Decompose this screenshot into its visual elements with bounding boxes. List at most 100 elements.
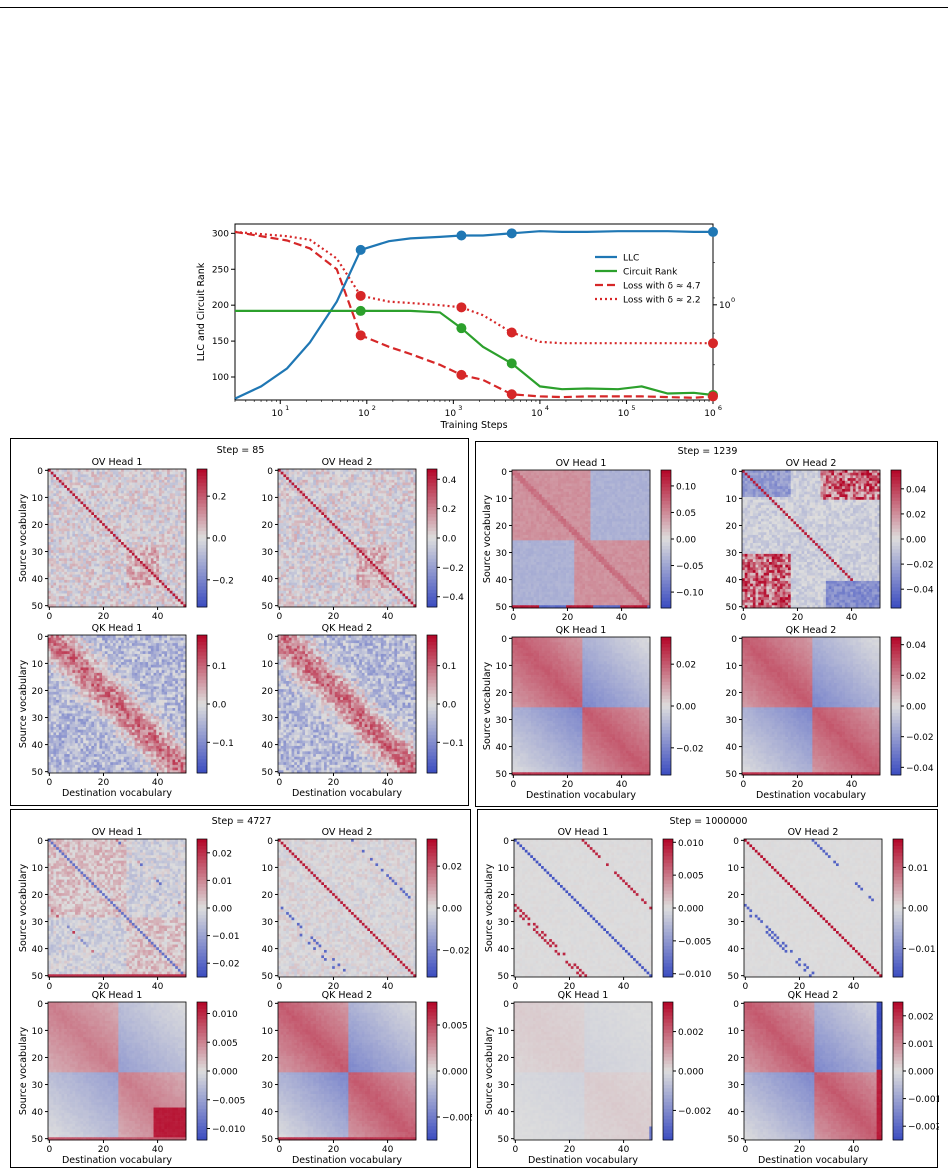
heatmap-y-tick-label: 30 — [32, 714, 44, 724]
heatmap-y-tick-label: 40 — [498, 945, 510, 955]
colorbar-segment — [663, 966, 673, 971]
heatmap-y-tick-label: 40 — [496, 576, 508, 586]
heatmap-ov-head-1 — [514, 839, 653, 978]
heatmap-title: QK Head 2 — [786, 625, 837, 636]
colorbar-segment — [663, 1026, 673, 1030]
heatmap-x-tick-label: 20 — [98, 982, 110, 992]
colorbar-segment — [663, 959, 673, 964]
colorbar-segment — [663, 1060, 673, 1065]
colorbar-segment — [427, 1002, 437, 1006]
marker-3 — [355, 290, 366, 301]
heatmap-x-tick-label: 40 — [616, 613, 628, 623]
colorbar-segment — [197, 641, 207, 646]
heatmap-frame — [277, 468, 417, 608]
heatmap-x-tick-label: 40 — [846, 780, 858, 790]
colorbar-segment — [427, 1015, 437, 1020]
marker-0 — [355, 244, 366, 255]
heatmap-qk-head-1 — [512, 637, 651, 776]
colorbar-segment — [891, 637, 901, 641]
heatmap-y-tick-label: 0 — [501, 468, 507, 478]
colorbar-segment — [427, 1102, 437, 1106]
colorbar-segment — [891, 563, 901, 567]
colorbar-segment — [427, 479, 437, 484]
colorbar-segment — [197, 745, 207, 750]
colorbar-segment — [661, 764, 671, 769]
heatmap-x-axis-label: Destination vocabulary — [528, 1155, 638, 1166]
heatmap-title: QK Head 1 — [558, 990, 609, 1001]
colorbar-segment — [893, 1081, 903, 1086]
colorbar-segment — [663, 956, 673, 961]
colorbar-segment — [893, 894, 903, 899]
colorbar-segment — [663, 873, 673, 878]
colorbar-segment — [891, 695, 901, 700]
colorbar-segment — [891, 709, 901, 714]
colorbar-segment — [427, 669, 437, 674]
heatmap-ov-head-2 — [742, 470, 881, 609]
colorbar-segment — [661, 521, 671, 526]
colorbar-segment — [661, 594, 671, 599]
colorbar-segment — [427, 645, 437, 650]
colorbar-tick-label: 0.02 — [906, 510, 926, 520]
colorbar-segment — [197, 1019, 207, 1024]
heatmap-y-tick-label: 20 — [496, 522, 508, 532]
heatmap-y-tick-label: 40 — [32, 575, 44, 585]
colorbar-segment — [427, 1098, 437, 1103]
heatmap-y-tick-label: 30 — [496, 549, 508, 559]
heatmap-x-tick-label: 40 — [618, 982, 630, 992]
colorbar-segment — [891, 681, 901, 686]
colorbar-segment — [891, 726, 901, 731]
heatmap-y-tick-label: 40 — [262, 945, 274, 955]
y2-tick-label: 10 — [719, 301, 731, 311]
heatmap-y-axis-label: Source vocabulary — [18, 1027, 29, 1116]
heatmap-x-tick-label: 40 — [616, 780, 628, 790]
colorbar-segment — [663, 1098, 673, 1103]
marker-2 — [708, 391, 718, 402]
colorbar-segment — [891, 657, 901, 662]
colorbar-segment — [427, 1077, 437, 1082]
colorbar-segment — [661, 494, 671, 498]
colorbar-segment — [427, 863, 437, 867]
colorbar-segment — [197, 534, 207, 539]
heatmap-qk-head-1 — [514, 1002, 653, 1141]
colorbar-segment — [891, 764, 901, 769]
colorbar-segment — [661, 566, 671, 571]
colorbar-segment — [893, 870, 903, 874]
marker-2 — [506, 389, 517, 400]
colorbar-segment — [427, 769, 437, 774]
colorbar-segment — [427, 572, 437, 577]
colorbar-segment — [197, 600, 207, 604]
colorbar-segment — [427, 752, 437, 757]
colorbar-segment — [427, 1115, 437, 1120]
colorbar-tick-label: 0.02 — [212, 849, 232, 859]
colorbar-segment — [197, 662, 207, 667]
heatmap-x-tick-label: 40 — [382, 778, 394, 788]
colorbar-segment — [427, 966, 437, 971]
colorbar-segment — [427, 472, 437, 477]
heatmap-x-tick-label: 40 — [382, 612, 394, 622]
colorbar-segment — [427, 901, 437, 905]
heatmap-y-tick-label: 50 — [262, 1135, 274, 1145]
colorbar-segment — [427, 842, 437, 847]
colorbar-segment — [197, 1105, 207, 1110]
colorbar-tick-label: 0.04 — [906, 485, 926, 495]
colorbar-segment — [661, 768, 671, 772]
colorbar-segment — [891, 542, 901, 547]
colorbar-segment — [663, 1112, 673, 1117]
heatmap-x-tick-label: 20 — [98, 612, 110, 622]
heatmap-y-tick-label: 30 — [498, 1081, 510, 1091]
heatmap-y-tick-label: 0 — [731, 468, 737, 478]
colorbar-segment — [663, 859, 673, 864]
colorbar-segment — [197, 1091, 207, 1096]
colorbar-segment — [197, 672, 207, 677]
colorbar-tick-label: 0.000 — [678, 1068, 704, 1078]
colorbar-segment — [197, 1122, 207, 1127]
heatmap-y-tick-label: 40 — [496, 743, 508, 753]
heatmap-y-tick-label: 40 — [262, 1108, 274, 1118]
panel-step-title: Step = 4727 — [212, 816, 272, 827]
colorbar-segment — [893, 852, 903, 857]
colorbar-segment — [893, 928, 903, 933]
colorbar-tick-label: 0.0 — [212, 535, 227, 545]
heatmap-y-tick-label: 20 — [262, 687, 274, 697]
colorbar-segment — [197, 852, 207, 857]
colorbar-segment — [893, 1115, 903, 1120]
